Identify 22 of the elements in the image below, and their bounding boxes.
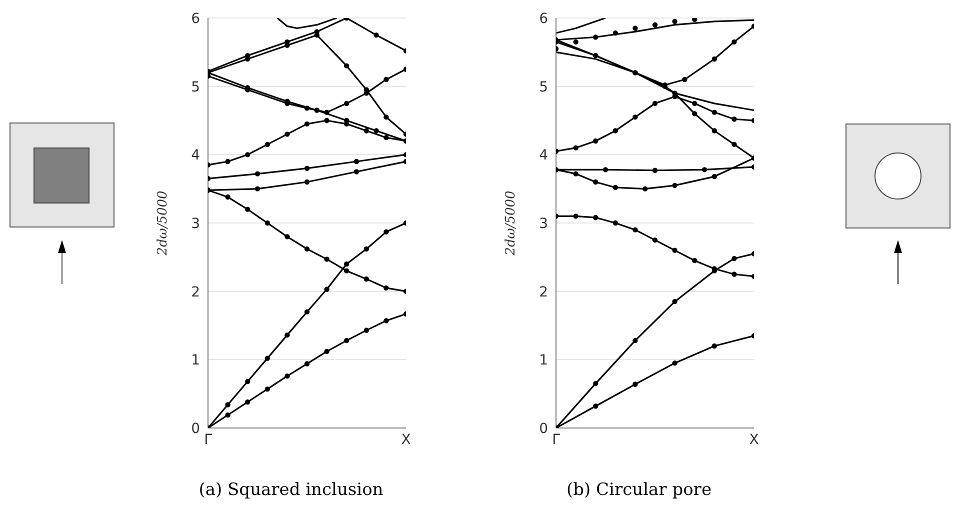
x-tick-label: X — [401, 432, 412, 448]
y-tick-label: 6 — [191, 10, 200, 27]
y-tick-label: 6 — [539, 10, 548, 27]
y-tick-label: 4 — [191, 148, 200, 164]
y-axis-title: 2dω/5000 — [156, 190, 171, 256]
y-tick-label: 2 — [191, 284, 200, 300]
text: (a) Squared inclusion — [198, 480, 384, 500]
x-tick-label: Γ — [552, 432, 560, 448]
y-axis-title: 2dω/5000 — [504, 190, 519, 256]
y-tick-label: 4 — [539, 148, 548, 164]
y-tick-label: 3 — [191, 216, 200, 232]
y-tick-label: 2 — [539, 284, 548, 300]
text: (b) Circular pore — [566, 480, 712, 500]
y-tick-label: 1 — [539, 352, 548, 369]
y-tick-label: 1 — [191, 352, 200, 369]
y-tick-label: 3 — [539, 216, 548, 232]
y-tick-label: 0 — [539, 420, 548, 437]
y-tick-label: 0 — [191, 420, 200, 437]
y-tick-label: 5 — [539, 79, 548, 96]
x-tick-label: X — [749, 432, 760, 448]
x-tick-label: Γ — [204, 432, 212, 448]
y-tick-label: 5 — [191, 79, 200, 96]
